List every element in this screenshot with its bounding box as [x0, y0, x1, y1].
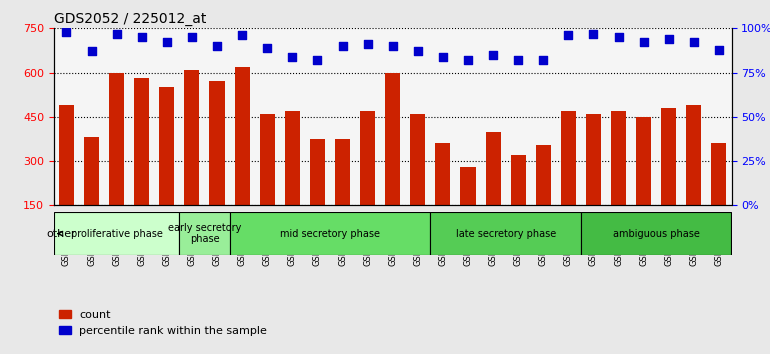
Text: mid secretory phase: mid secretory phase	[280, 229, 380, 239]
Bar	[335, 139, 350, 250]
Point	[512, 57, 524, 63]
Text: GDS2052 / 225012_at: GDS2052 / 225012_at	[54, 12, 206, 26]
Point	[236, 33, 248, 38]
Legend: count, percentile rank within the sample: count, percentile rank within the sample	[59, 310, 267, 336]
Bar	[611, 111, 626, 250]
Text: proliferative phase: proliferative phase	[71, 229, 162, 239]
Point	[487, 52, 499, 58]
Point	[462, 57, 474, 63]
Bar	[209, 81, 225, 250]
Bar	[159, 87, 174, 250]
Point	[336, 43, 349, 49]
Bar	[661, 108, 676, 250]
Point	[688, 40, 700, 45]
FancyBboxPatch shape	[179, 212, 229, 255]
Bar	[184, 70, 199, 250]
Point	[311, 57, 323, 63]
FancyBboxPatch shape	[430, 212, 581, 255]
Bar	[435, 143, 450, 250]
Bar	[636, 117, 651, 250]
Bar	[134, 79, 149, 250]
FancyBboxPatch shape	[54, 212, 179, 255]
Point	[588, 31, 600, 36]
Bar	[486, 132, 500, 250]
Point	[136, 34, 148, 40]
Bar	[460, 167, 476, 250]
Bar	[84, 137, 99, 250]
Point	[186, 34, 198, 40]
Bar	[310, 139, 325, 250]
Point	[261, 45, 273, 51]
Point	[161, 40, 173, 45]
Bar	[259, 114, 275, 250]
Point	[387, 43, 399, 49]
Point	[437, 54, 449, 59]
Point	[60, 29, 72, 35]
Bar	[711, 143, 726, 250]
Bar	[686, 105, 701, 250]
FancyBboxPatch shape	[581, 212, 732, 255]
Point	[361, 41, 373, 47]
Point	[537, 57, 550, 63]
Point	[638, 40, 650, 45]
Bar	[235, 67, 249, 250]
Point	[412, 48, 424, 54]
Bar	[586, 114, 601, 250]
Point	[211, 43, 223, 49]
Point	[286, 54, 299, 59]
FancyBboxPatch shape	[229, 212, 430, 255]
Bar	[536, 145, 551, 250]
Text: early secretory
phase: early secretory phase	[168, 223, 241, 245]
Bar	[511, 155, 526, 250]
Bar	[285, 111, 300, 250]
Text: other: other	[46, 229, 76, 239]
Point	[85, 48, 98, 54]
Point	[713, 47, 725, 52]
Bar	[109, 73, 124, 250]
Bar	[561, 111, 576, 250]
Bar	[59, 105, 74, 250]
Text: ambiguous phase: ambiguous phase	[613, 229, 700, 239]
Bar	[360, 111, 375, 250]
Bar	[410, 114, 425, 250]
Text: late secretory phase: late secretory phase	[456, 229, 556, 239]
Point	[562, 33, 574, 38]
Bar	[385, 73, 400, 250]
Point	[612, 34, 624, 40]
Point	[110, 31, 122, 36]
Point	[663, 36, 675, 42]
